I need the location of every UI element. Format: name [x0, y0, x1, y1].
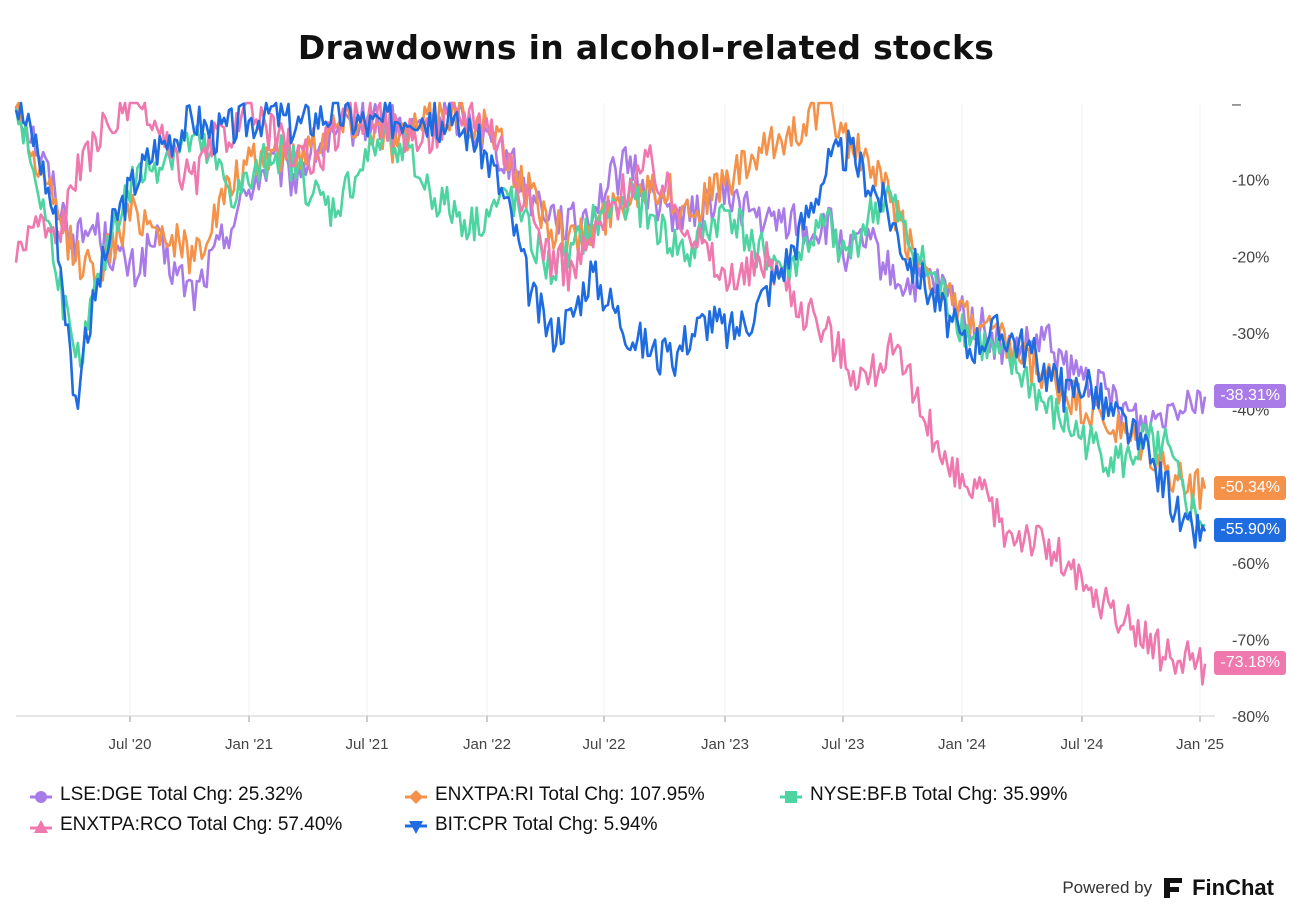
x-axis: Jul '20 Jan '21 Jul '21 Jan '22 Jul '22 Jan '… [16, 715, 1224, 753]
circle-icon [30, 788, 52, 803]
y-tick-label: -60% [1232, 556, 1269, 573]
legend-label: BIT:CPR Total Chg: 5.94% [435, 814, 658, 835]
series-line-lse-dge [14, 101, 1207, 442]
footer: Powered by FinChat [1062, 875, 1274, 901]
y-tick-label: – [1232, 96, 1241, 113]
legend-item-lse-dge[interactable]: LSE:DGE Total Chg: 25.32% [30, 784, 303, 806]
series-layer [14, 101, 1207, 686]
y-tick-label: -70% [1232, 632, 1269, 649]
y-tick-label: -20% [1232, 249, 1269, 266]
x-tick-label: Jul '23 [822, 736, 865, 753]
x-tick-label: Jan '25 [1176, 736, 1224, 753]
diamond-icon [405, 788, 427, 804]
y-tick-label: -30% [1232, 326, 1269, 343]
x-tick-label: Jan '22 [463, 736, 511, 753]
x-tick-label: Jan '24 [938, 736, 986, 753]
legend-item-nyse-bf-b[interactable]: NYSE:BF.B Total Chg: 35.99% [780, 784, 1067, 806]
chart-title: Drawdowns in alcohol-related stocks [297, 28, 995, 67]
end-label-enxtpa-ri: -50.34% [1214, 475, 1286, 500]
y-axis: –-10%-20%-30%-40%-50%-60%-70%-80% [1232, 96, 1269, 726]
powered-by-text: Powered by [1062, 878, 1153, 897]
brand-name: FinChat [1192, 875, 1274, 900]
legend-item-bit-cpr[interactable]: BIT:CPR Total Chg: 5.94% [405, 814, 657, 836]
series-line-bit-cpr [14, 101, 1207, 549]
x-tick-label: Jul '21 [346, 736, 389, 753]
legend-label: ENXTPA:RCO Total Chg: 57.40% [60, 814, 343, 835]
x-tick-label: Jul '22 [583, 736, 626, 753]
y-tick-label: -10% [1232, 173, 1269, 190]
end-label-enxtpa-rco: -73.18% [1214, 650, 1286, 675]
legend-label: ENXTPA:RI Total Chg: 107.95% [435, 784, 705, 805]
series-line-enxtpa-rco [14, 101, 1207, 686]
triangle-down-icon [405, 818, 427, 834]
end-label-lse-dge: -38.31% [1214, 383, 1286, 408]
x-tick-label: Jan '21 [225, 736, 273, 753]
x-tick-label: Jul '20 [109, 736, 152, 753]
end-label-bit-cpr: -55.90% [1214, 518, 1286, 543]
legend-item-enxtpa-rco[interactable]: ENXTPA:RCO Total Chg: 57.40% [30, 814, 342, 836]
x-tick-label: Jul '24 [1061, 736, 1104, 753]
finchat-logo-icon [1164, 878, 1183, 898]
grid-layer [129, 103, 1201, 716]
triangle-up-icon [30, 818, 52, 833]
square-icon [780, 788, 802, 803]
legend-item-enxtpa-ri[interactable]: ENXTPA:RI Total Chg: 107.95% [405, 784, 705, 806]
x-tick-label: Jan '23 [701, 736, 749, 753]
legend-label: LSE:DGE Total Chg: 25.32% [60, 784, 303, 805]
legend-label: NYSE:BF.B Total Chg: 35.99% [810, 784, 1068, 805]
series-line-enxtpa-ri [14, 101, 1207, 511]
y-tick-label: -80% [1232, 709, 1269, 726]
